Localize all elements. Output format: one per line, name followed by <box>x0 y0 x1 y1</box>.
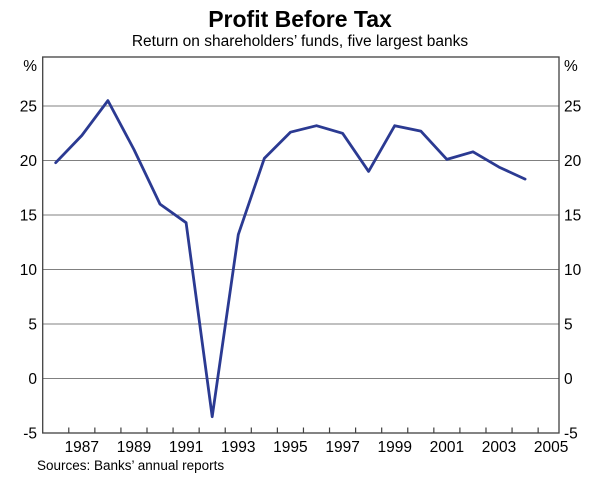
y-tick-label-left: 10 <box>20 262 38 279</box>
y-tick-label-left: 5 <box>28 317 37 334</box>
y-tick-label-right: 5 <box>564 317 573 334</box>
x-tick-label: 2001 <box>430 439 464 456</box>
y-tick-label-left: 25 <box>20 99 37 116</box>
y-tick-label-left: -5 <box>23 426 37 443</box>
y-tick-label-right: 20 <box>564 153 582 170</box>
plot-frame <box>42 56 560 434</box>
y-axis-unit-left: % <box>23 58 37 75</box>
y-tick-label-left: 20 <box>20 153 38 170</box>
x-tick-label: 1987 <box>65 439 99 456</box>
x-tick-label: 1997 <box>325 439 359 456</box>
y-tick-label-right: 10 <box>564 262 582 279</box>
x-tick-label: 1995 <box>273 439 307 456</box>
y-tick-label-left: 0 <box>28 371 37 388</box>
x-tick-label: 2003 <box>482 439 516 456</box>
y-tick-label-left: 15 <box>20 208 37 225</box>
y-tick-label-right: -5 <box>564 426 578 443</box>
x-tick-label: 1993 <box>221 439 255 456</box>
chart-title: Profit Before Tax <box>208 6 392 32</box>
y-axis-unit-right: % <box>564 58 578 75</box>
x-tick-label: 1991 <box>169 439 203 456</box>
data-line <box>54 99 527 419</box>
y-tick-label-right: 25 <box>564 99 581 116</box>
x-tick-label: 2005 <box>534 439 568 456</box>
y-tick-label-right: 15 <box>564 208 581 225</box>
x-tick-label: 1989 <box>117 439 151 456</box>
x-tick-label: 1999 <box>377 439 411 456</box>
chart-source-note: Sources: Banks’ annual reports <box>37 458 225 473</box>
y-tick-label-right: 0 <box>564 371 573 388</box>
chart-subtitle: Return on shareholders’ funds, five larg… <box>131 33 469 50</box>
